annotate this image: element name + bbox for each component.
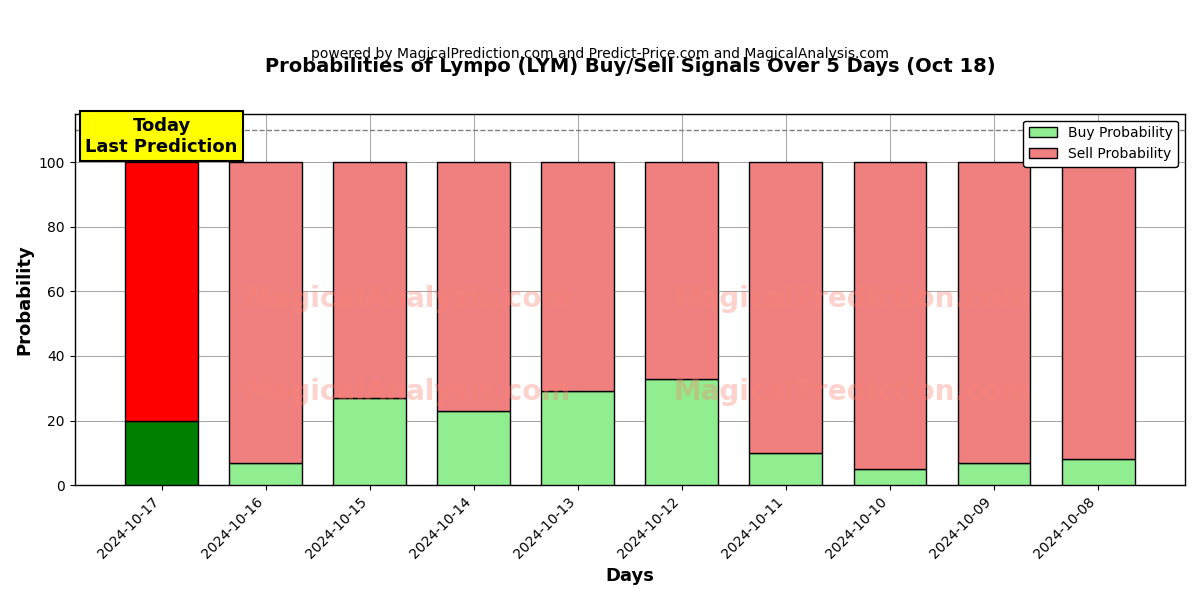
Text: MagicalPrediction.com: MagicalPrediction.com bbox=[673, 286, 1030, 313]
Bar bbox=[853, 469, 926, 485]
Bar bbox=[750, 453, 822, 485]
Bar bbox=[437, 162, 510, 411]
Bar bbox=[1062, 162, 1134, 460]
Bar bbox=[229, 162, 302, 463]
Bar bbox=[541, 391, 614, 485]
Bar bbox=[853, 162, 926, 469]
Text: powered by MagicalPrediction.com and Predict-Price.com and MagicalAnalysis.com: powered by MagicalPrediction.com and Pre… bbox=[311, 47, 889, 61]
Text: MagicalAnalysis.com: MagicalAnalysis.com bbox=[245, 286, 571, 313]
Bar bbox=[334, 398, 406, 485]
Title: Probabilities of Lympo (LYM) Buy/Sell Signals Over 5 Days (Oct 18): Probabilities of Lympo (LYM) Buy/Sell Si… bbox=[264, 57, 995, 76]
Bar bbox=[646, 379, 719, 485]
Bar bbox=[750, 162, 822, 453]
Bar bbox=[1062, 460, 1134, 485]
Bar bbox=[541, 162, 614, 391]
Legend: Buy Probability, Sell Probability: Buy Probability, Sell Probability bbox=[1024, 121, 1178, 167]
Text: MagicalAnalysis.com: MagicalAnalysis.com bbox=[245, 378, 571, 406]
Bar bbox=[646, 162, 719, 379]
Y-axis label: Probability: Probability bbox=[16, 244, 34, 355]
Bar bbox=[334, 162, 406, 398]
X-axis label: Days: Days bbox=[605, 567, 654, 585]
Bar bbox=[125, 421, 198, 485]
Text: MagicalPrediction.com: MagicalPrediction.com bbox=[673, 378, 1030, 406]
Bar bbox=[125, 162, 198, 421]
Bar bbox=[958, 162, 1031, 463]
Text: Today
Last Prediction: Today Last Prediction bbox=[85, 117, 238, 155]
Bar bbox=[437, 411, 510, 485]
Bar bbox=[958, 463, 1031, 485]
Bar bbox=[229, 463, 302, 485]
